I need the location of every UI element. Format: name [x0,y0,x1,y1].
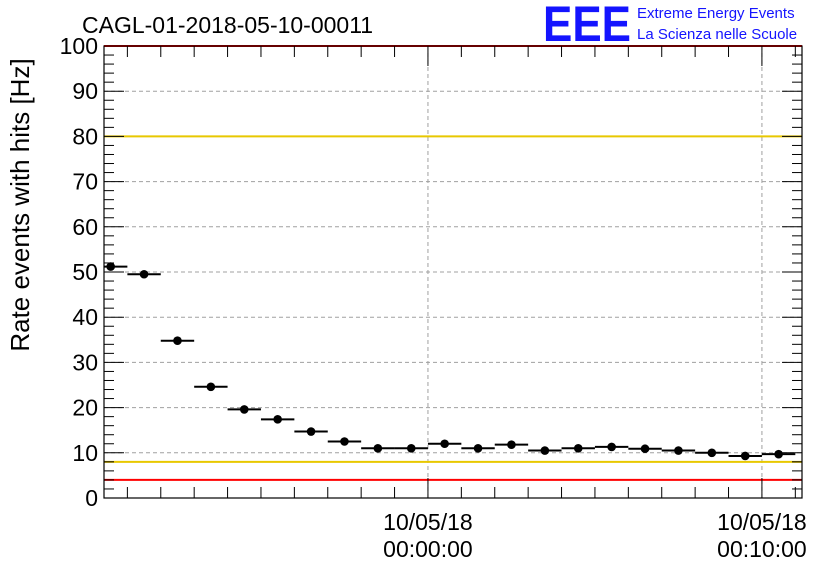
point-marker [674,446,683,455]
point-marker [173,336,182,346]
eee-logo-mark: EEE [543,0,631,52]
plot-frame [103,45,803,499]
data-point [494,440,529,449]
point-marker [406,443,416,453]
data-point [695,448,729,458]
y-tick-label: 80 [72,123,98,149]
data-point [461,443,495,453]
data-point [427,439,462,449]
x-tick-label-time: 00:10:00 [717,536,807,562]
eee-logo: EEE Extreme Energy Events La Scienza nel… [543,0,797,52]
y-tick-label: 10 [72,440,98,466]
x-tick-label-date: 10/05/18 [383,509,473,535]
y-tick-label: 0 [85,485,98,511]
data-points [104,262,796,461]
y-tick-labels: 0 10 20 30 40 50 60 70 80 90 100 [60,33,98,511]
point-marker [373,443,383,453]
y-tick-label: 100 [60,33,98,59]
data-point [761,449,796,459]
data-point [227,405,261,414]
y-axis-label: Rate events with hits [Hz] [5,58,35,351]
data-point [594,442,629,452]
data-point [327,437,362,446]
y-tick-label: 20 [72,395,98,421]
y-tick-label: 60 [72,214,98,240]
chart-title: CAGL-01-2018-05-10-00011 [82,12,373,38]
data-point [294,427,328,436]
y-tick-label: 50 [72,259,98,285]
data-point [194,382,228,392]
point-marker [774,449,783,459]
logo-line1: Extreme Energy Events [637,5,795,22]
point-marker [740,451,750,461]
data-point [728,451,762,461]
point-marker [139,269,149,279]
data-point [628,444,662,454]
data-point [260,415,295,424]
point-marker [206,382,216,392]
point-marker [507,440,516,449]
data-point [394,443,428,453]
point-marker [340,437,349,446]
logo-line2: La Scienza nelle Scuole [637,26,797,43]
data-point [127,269,161,279]
y-tick-label: 40 [72,304,98,330]
point-marker [640,444,650,454]
point-marker [473,443,483,453]
point-marker [707,448,717,458]
point-marker [540,446,550,455]
point-marker [440,439,449,449]
x-tick-label-time: 00:00:00 [383,536,473,562]
point-marker [273,415,282,424]
x-tick-label-date: 10/05/18 [717,509,807,535]
point-marker [306,427,316,436]
y-tick-label: 30 [72,349,98,375]
data-point [528,446,562,455]
data-point [160,336,195,346]
data-point [361,443,395,453]
data-point [104,262,128,271]
axis-ticks [104,45,802,499]
point-marker [573,443,583,453]
point-marker [106,262,115,271]
y-tick-label: 90 [72,78,98,104]
data-point [561,443,595,453]
data-point [661,446,696,455]
point-marker [239,405,249,414]
y-tick-label: 70 [72,169,98,195]
point-marker [607,442,616,452]
